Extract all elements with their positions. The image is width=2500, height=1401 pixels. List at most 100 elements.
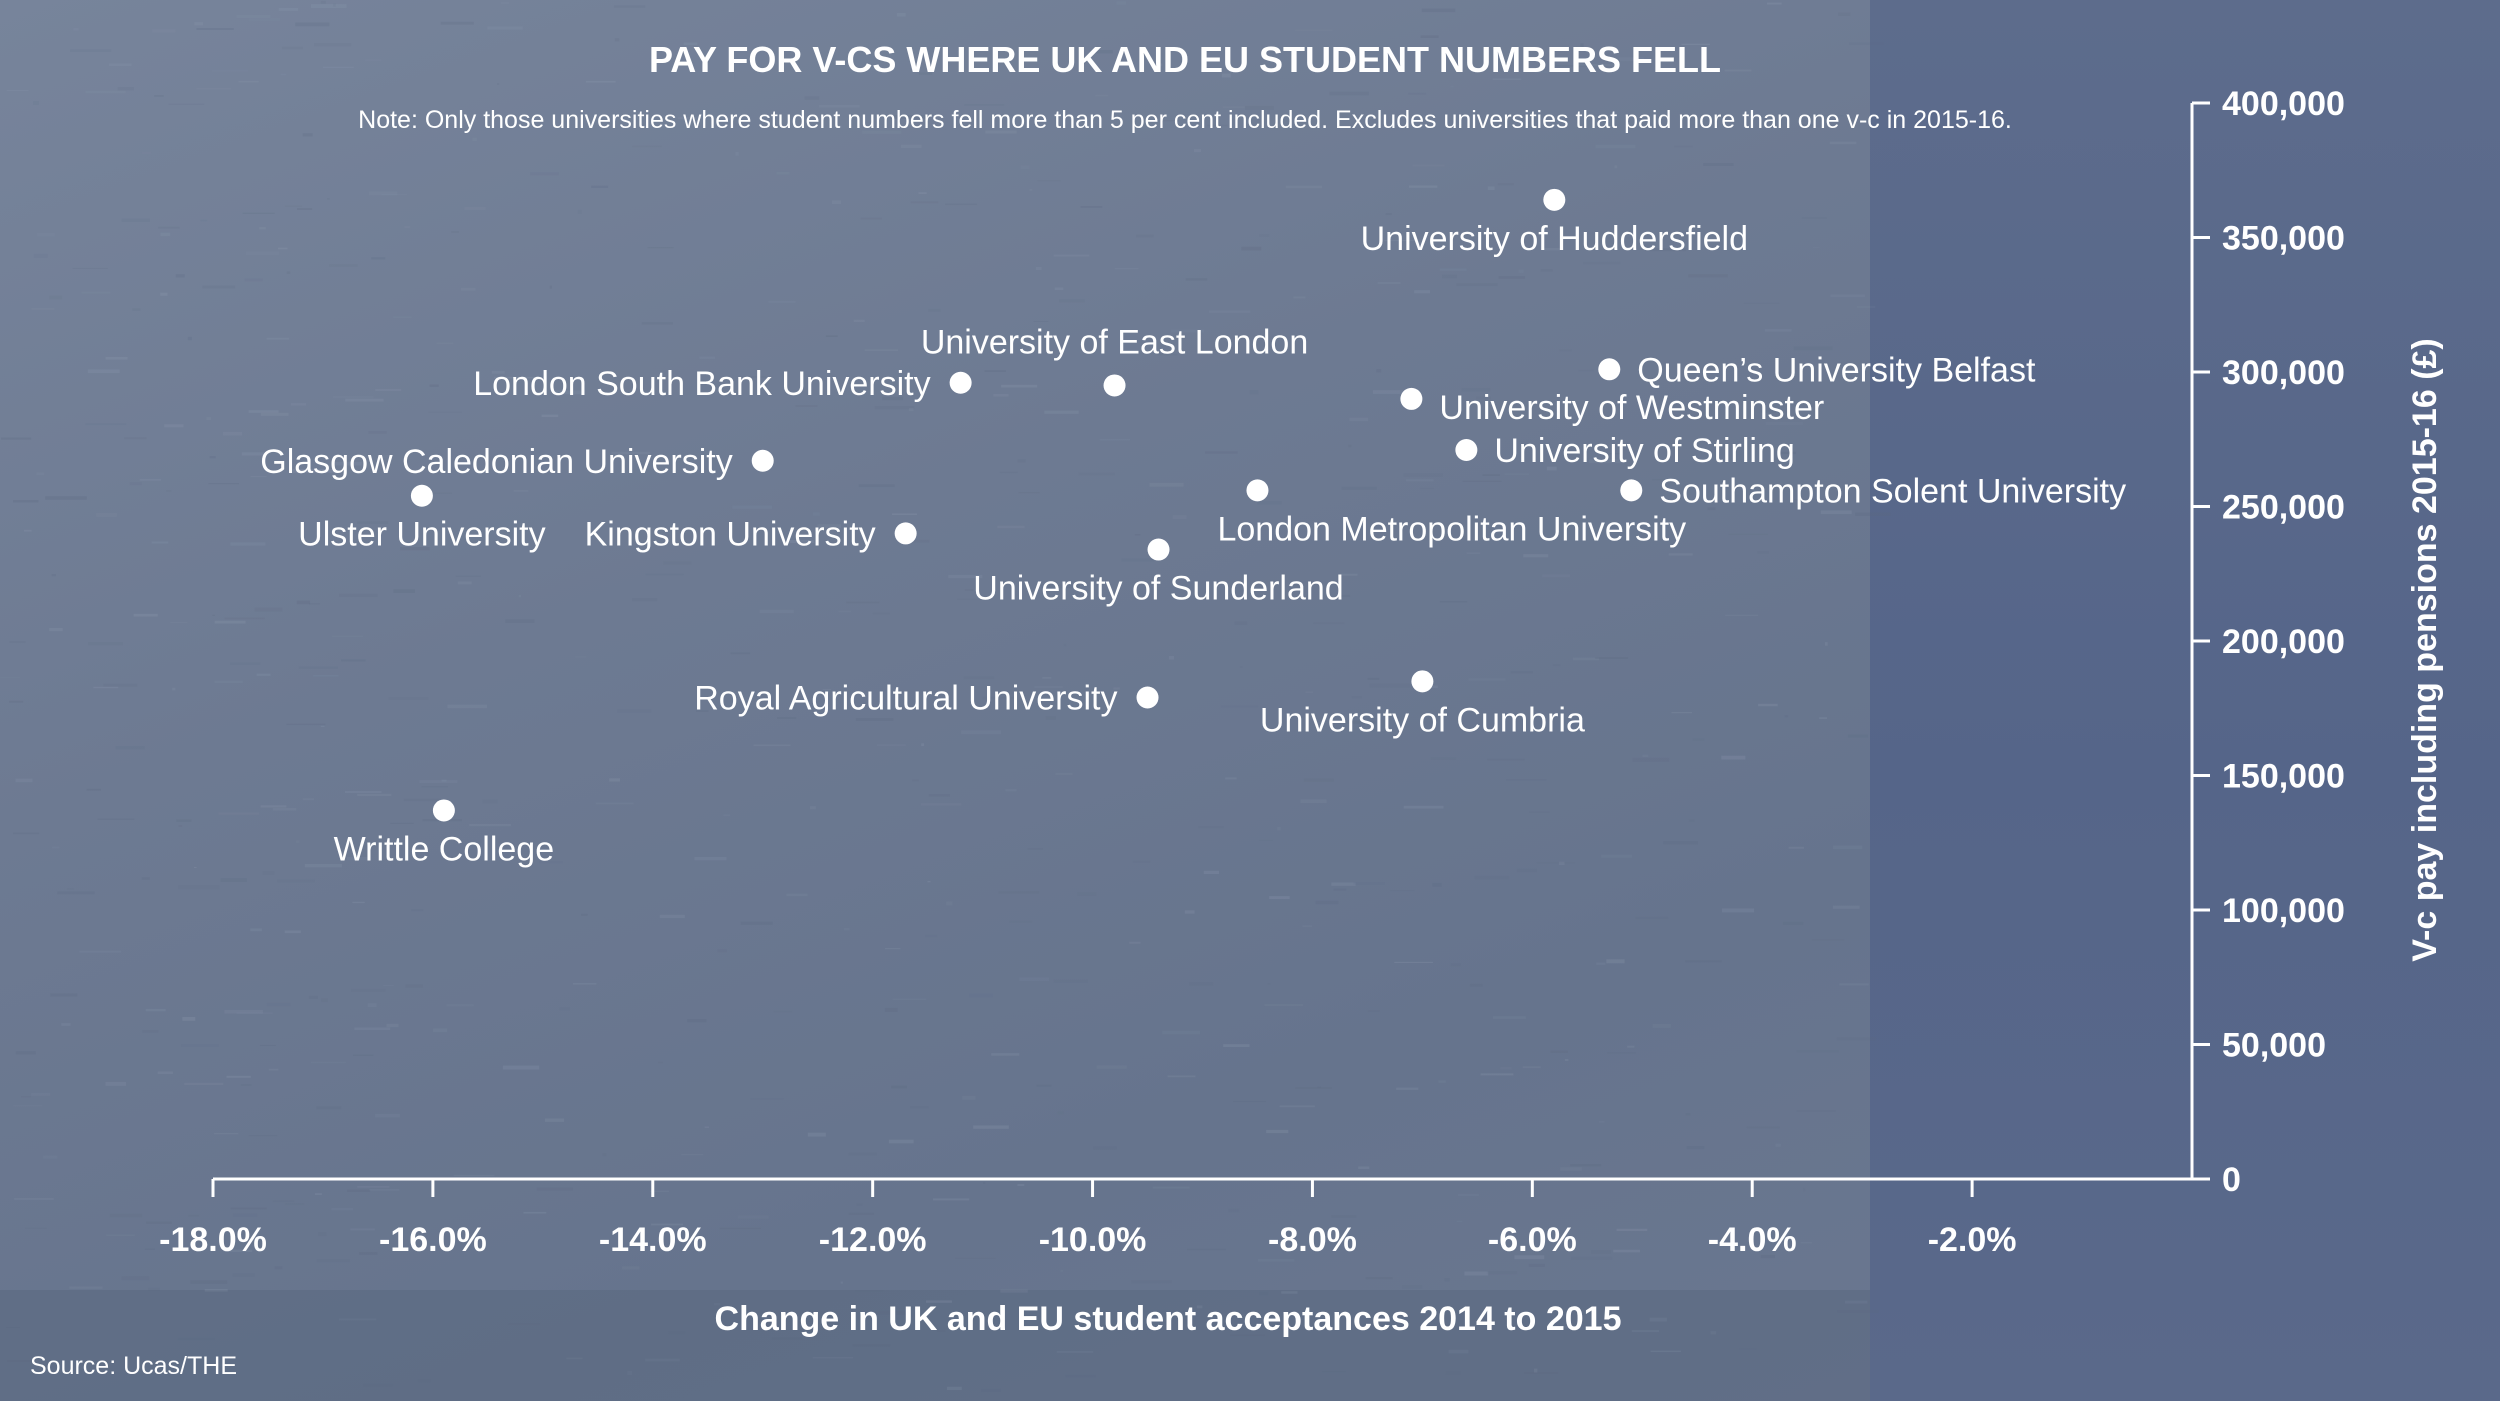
grain-mark	[208, 483, 239, 485]
grain-mark	[14, 1198, 54, 1200]
grain-mark	[339, 593, 378, 598]
data-point	[1620, 479, 1643, 502]
grain-mark	[447, 704, 488, 709]
grain-mark	[1794, 499, 1802, 501]
grain-mark	[1703, 163, 1734, 166]
grain-mark	[1775, 1143, 1781, 1147]
grain-mark	[345, 791, 382, 793]
grain-mark	[121, 1276, 150, 1281]
grain-mark	[1439, 601, 1468, 603]
grain-mark	[1596, 962, 1606, 965]
grain-mark	[292, 468, 335, 473]
grain-mark	[117, 87, 134, 91]
grain-mark	[858, 484, 895, 488]
grain-mark	[1005, 789, 1017, 792]
grain-mark	[852, 1344, 891, 1347]
grain-mark	[719, 1227, 761, 1230]
grain-mark	[166, 490, 172, 492]
grain-mark	[1196, 1305, 1203, 1309]
grain-mark	[1305, 691, 1314, 694]
grain-mark	[1497, 183, 1514, 186]
data-point	[894, 522, 917, 545]
grain-mark	[632, 145, 662, 148]
grain-mark	[1045, 716, 1056, 720]
grain-mark	[226, 1075, 251, 1078]
grain-mark	[541, 414, 559, 417]
grain-mark	[1761, 410, 1782, 413]
grain-mark	[1340, 573, 1358, 576]
grain-mark	[1078, 472, 1115, 476]
grain-mark	[740, 921, 773, 925]
background-panel-right	[1870, 0, 2500, 1401]
grain-mark	[106, 1234, 135, 1236]
grain-mark	[1650, 1350, 1681, 1353]
grain-mark	[1, 437, 32, 440]
grain-mark	[284, 930, 301, 934]
grain-mark	[1198, 826, 1224, 829]
grain-mark	[1552, 664, 1561, 667]
grain-mark	[85, 423, 127, 426]
grain-mark	[1438, 1080, 1446, 1083]
grain-mark	[353, 1054, 374, 1056]
grain-mark	[1222, 106, 1245, 109]
grain-mark	[345, 398, 384, 402]
grain-mark	[1162, 1030, 1201, 1035]
grain-mark	[1464, 1271, 1489, 1276]
grain-mark	[272, 1200, 295, 1203]
grain-mark	[1468, 678, 1506, 681]
grain-mark	[838, 610, 851, 613]
grain-mark	[1796, 1110, 1836, 1112]
y-tick-label: 0	[2222, 1161, 2241, 1199]
grain-mark	[1432, 882, 1442, 887]
grain-mark	[853, 319, 865, 322]
grain-mark	[1277, 827, 1281, 831]
grain-mark	[160, 232, 171, 237]
grain-mark	[383, 984, 394, 986]
grain-mark	[86, 788, 101, 791]
grain-mark	[223, 431, 243, 436]
grain-mark	[622, 1266, 640, 1270]
grain-mark	[999, 471, 1018, 474]
grain-mark	[1121, 558, 1154, 562]
grain-mark	[912, 539, 930, 543]
grain-mark	[1063, 643, 1067, 647]
grain-mark	[57, 891, 95, 895]
grain-mark	[1020, 165, 1030, 169]
grain-mark	[365, 59, 382, 61]
grain-mark	[284, 205, 303, 207]
grain-mark	[172, 687, 176, 691]
grain-mark	[1093, 1146, 1117, 1150]
grain-mark	[1036, 1084, 1052, 1087]
grain-mark	[318, 1232, 327, 1237]
grain-mark	[855, 1290, 884, 1292]
grain-mark	[320, 0, 326, 4]
grain-mark	[160, 292, 168, 296]
grain-mark	[1372, 390, 1414, 394]
grain-mark	[1462, 480, 1502, 482]
grain-mark	[15, 778, 33, 783]
grain-mark	[286, 271, 291, 274]
grain-mark	[333, 396, 374, 399]
grain-mark	[371, 257, 386, 260]
grain-mark	[403, 798, 441, 802]
grain-mark	[1059, 299, 1085, 303]
grain-mark	[1358, 1166, 1370, 1169]
grain-mark	[1580, 43, 1584, 48]
grain-mark	[1044, 410, 1079, 414]
grain-mark	[1784, 715, 1789, 718]
point-labels: University of Huddersfield University of …	[260, 220, 2126, 869]
grain-mark	[433, 1028, 448, 1033]
x-tick-label: -14.0%	[599, 1221, 707, 1259]
grain-mark	[1203, 870, 1219, 874]
grain-mark	[1522, 1066, 1541, 1069]
grain-mark	[1847, 734, 1869, 738]
grain-mark	[1300, 799, 1327, 803]
grain-mark	[230, 542, 266, 546]
grain-mark	[248, 17, 281, 22]
grain-mark	[1027, 848, 1043, 850]
grain-mark	[157, 1071, 173, 1075]
grain-mark	[1631, 1330, 1660, 1333]
grain-mark	[1466, 552, 1481, 554]
grain-mark	[211, 69, 249, 72]
